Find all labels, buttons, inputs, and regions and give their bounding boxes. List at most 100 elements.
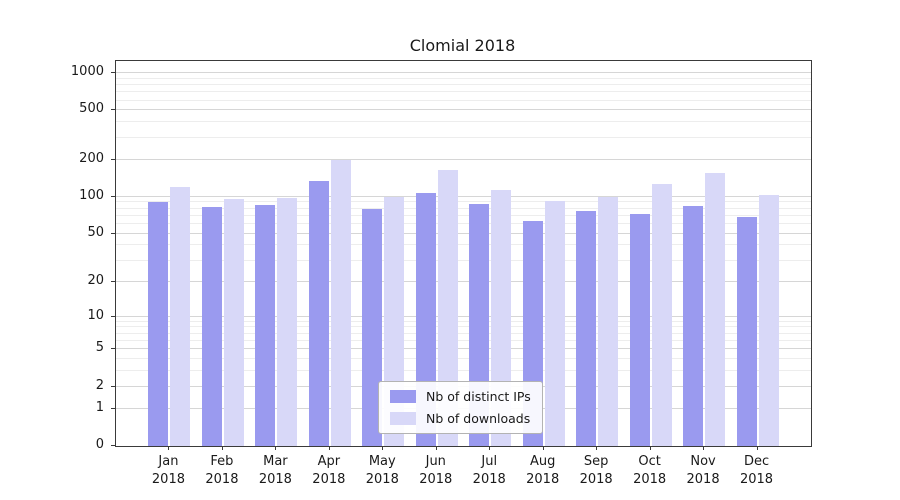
y-tick-label: 2	[95, 377, 104, 393]
x-tick-mark	[275, 446, 277, 450]
legend-swatch-distinct-ips-icon	[390, 390, 416, 403]
gridline-major	[116, 232, 811, 234]
bar-distinct-ips	[255, 205, 276, 446]
y-tick-label: 5	[95, 340, 104, 356]
x-tick-label: Jun 2018	[419, 454, 453, 488]
bar-downloads	[705, 173, 726, 446]
bar-downloads	[170, 187, 191, 446]
gridline-major	[116, 109, 811, 111]
x-tick-label: Aug 2018	[526, 454, 560, 488]
x-tick-mark	[596, 446, 598, 450]
bar-downloads	[651, 184, 672, 446]
y-tick-label: 10	[87, 307, 104, 323]
y-tick-label: 1000	[70, 63, 104, 79]
x-tick-mark	[649, 446, 651, 450]
gridline-major	[116, 71, 811, 73]
y-tick-label: 100	[79, 187, 104, 203]
x-tick-mark	[703, 446, 705, 450]
y-tick-mark	[111, 445, 115, 446]
gridline-minor	[116, 332, 811, 334]
x-tick-label: Nov 2018	[686, 454, 720, 488]
y-tick-mark	[111, 71, 115, 73]
gridline-minor	[116, 91, 811, 93]
gridline-minor	[116, 207, 811, 209]
y-tick-label: 50	[87, 224, 104, 240]
x-tick-mark	[221, 446, 223, 450]
gridline-minor	[116, 136, 811, 138]
x-tick-label: Mar 2018	[258, 454, 292, 488]
x-tick-mark	[328, 446, 330, 450]
plot-area: Nb of distinct IPs Nb of downloads	[115, 60, 812, 447]
x-tick-label: May 2018	[365, 454, 399, 488]
bar-downloads	[758, 194, 779, 446]
bar-distinct-ips	[629, 213, 650, 446]
x-tick-label: Sep 2018	[579, 454, 613, 488]
bar-downloads	[437, 169, 458, 446]
x-tick-label: Jan 2018	[151, 454, 185, 488]
gridline-minor	[116, 201, 811, 203]
legend-swatch-downloads-icon	[390, 412, 416, 425]
bar-downloads	[598, 196, 619, 446]
x-tick-mark	[168, 446, 170, 450]
x-tick-mark	[542, 446, 544, 450]
x-tick-label: Dec 2018	[739, 454, 774, 488]
gridline-minor	[116, 214, 811, 216]
y-tick-mark	[111, 348, 115, 350]
y-tick-label: 200	[79, 150, 104, 166]
x-tick-label: Apr 2018	[312, 454, 346, 488]
y-tick-mark	[111, 232, 115, 234]
x-tick-label: Jul 2018	[472, 454, 506, 488]
bar-downloads	[223, 199, 244, 446]
x-tick-mark	[382, 446, 384, 450]
bar-distinct-ips	[576, 210, 597, 446]
gridline-major	[116, 280, 811, 282]
y-tick-mark	[111, 385, 115, 387]
y-tick-mark	[111, 109, 115, 111]
y-tick-label: 1	[95, 399, 104, 415]
gridline-minor	[116, 358, 811, 360]
gridline-major	[116, 315, 811, 317]
y-tick-mark	[111, 158, 115, 160]
legend: Nb of distinct IPs Nb of downloads	[378, 381, 543, 434]
gridline-minor	[116, 326, 811, 328]
legend-label-downloads: Nb of downloads	[426, 411, 531, 426]
legend-entry-downloads: Nb of downloads	[390, 411, 531, 426]
gridline-minor	[116, 320, 811, 322]
gridline-minor	[116, 259, 811, 261]
x-tick-mark	[489, 446, 491, 450]
gridline-minor	[116, 99, 811, 101]
x-tick-label: Oct 2018	[633, 454, 667, 488]
legend-label-distinct-ips: Nb of distinct IPs	[426, 389, 531, 404]
chart-title: Clomial 2018	[409, 36, 516, 55]
x-tick-label: Feb 2018	[205, 454, 239, 488]
bar-distinct-ips	[362, 209, 383, 446]
y-tick-mark	[111, 315, 115, 317]
y-tick-label: 20	[87, 272, 104, 288]
gridline-major	[116, 348, 811, 350]
gridline-minor	[116, 84, 811, 85]
y-tick-mark	[111, 195, 115, 197]
bar-downloads	[544, 200, 565, 446]
y-tick-label: 500	[79, 101, 104, 117]
bar-distinct-ips	[683, 206, 704, 446]
bar-downloads	[330, 159, 351, 446]
gridline-minor	[116, 77, 811, 79]
gridline-minor	[116, 339, 811, 341]
y-tick-mark	[111, 280, 115, 282]
gridline-major	[116, 195, 811, 197]
legend-entry-distinct-ips: Nb of distinct IPs	[390, 389, 531, 404]
y-tick-label: 0	[95, 437, 104, 452]
gridline-minor	[116, 370, 811, 372]
x-tick-mark	[756, 446, 758, 450]
bar-distinct-ips	[736, 216, 757, 446]
gridline-minor	[116, 121, 811, 123]
y-tick-mark	[111, 407, 115, 409]
x-tick-mark	[435, 446, 437, 450]
bar-distinct-ips	[308, 180, 329, 446]
bar-distinct-ips	[148, 202, 169, 446]
gridline-minor	[116, 223, 811, 225]
bar-distinct-ips	[201, 206, 222, 446]
gridline-minor	[116, 244, 811, 246]
bar-downloads	[277, 197, 298, 446]
